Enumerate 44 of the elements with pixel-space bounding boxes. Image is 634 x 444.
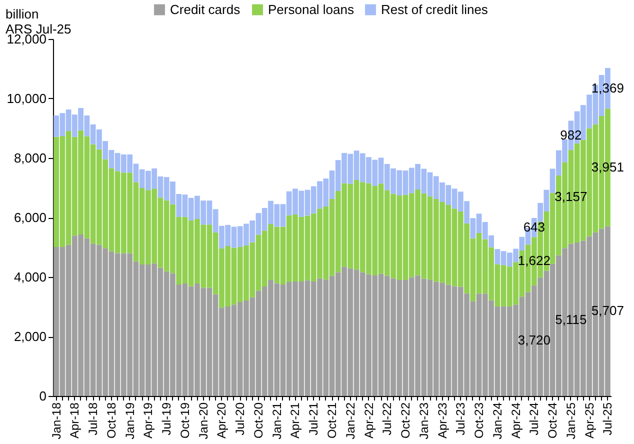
x-tick-label: Jul-21 [306, 402, 321, 436]
x-tick-label: Jan-18 [49, 402, 64, 440]
x-tick-label: Jul-20 [233, 402, 248, 436]
legend-label: Rest of credit lines [381, 2, 488, 17]
x-tick-label: Jul-19 [160, 402, 174, 436]
y-tick-label: 10,000 [6, 91, 46, 106]
x-tick-label: Apr-23 [435, 402, 450, 439]
y-tick-label: 6,000 [14, 210, 46, 225]
data-label: 1,369 [591, 80, 624, 96]
y-tick-label: 4,000 [14, 270, 46, 284]
x-tick-label: Apr-21 [288, 402, 302, 439]
legend-label: Credit cards [170, 2, 241, 17]
x-tick-label: Jan-21 [270, 402, 284, 440]
x-tick-label: Jan-25 [564, 402, 578, 440]
x-tick-label: Apr-19 [141, 402, 156, 439]
x-tick-label: Oct-22 [398, 402, 413, 439]
x-tick-label: Oct-21 [325, 402, 339, 439]
x-tick-label: Jul-24 [527, 402, 542, 436]
x-tick-label: Oct-23 [472, 402, 486, 439]
data-label: 5,707 [591, 303, 624, 318]
data-label: 3,951 [591, 159, 624, 174]
x-tick-label: Oct-19 [178, 402, 192, 439]
y-tick-label: 8,000 [14, 150, 46, 166]
x-tick-label: Oct-24 [546, 402, 560, 439]
x-tick-label: Jul-25 [600, 402, 615, 436]
x-tick-label: Jul-23 [454, 402, 468, 436]
y-tick-label: 2,000 [14, 329, 46, 344]
x-tick-label: Jul-22 [380, 402, 394, 436]
x-tick-label: Jan-23 [416, 402, 431, 440]
x-tick-label: Apr-20 [214, 402, 229, 439]
legend-label: Personal loans [268, 2, 354, 17]
x-tick-label: Oct-20 [251, 402, 266, 439]
y-tick-label: 0 [39, 388, 46, 404]
x-tick-label: Apr-24 [508, 402, 523, 439]
x-tick-label: Jan-19 [122, 402, 137, 440]
x-tick-label: Oct-18 [104, 402, 118, 439]
x-tick-label: Jan-22 [343, 402, 358, 440]
x-tick-label: Jan-24 [490, 402, 504, 440]
x-tick-label: Apr-25 [582, 402, 596, 439]
x-tick-label: Jul-18 [86, 402, 100, 436]
data-label: 982 [560, 127, 582, 142]
x-tick-label: Apr-22 [362, 402, 376, 439]
x-tick-label: Apr-18 [68, 402, 82, 439]
x-tick-label: Jan-20 [196, 402, 210, 440]
